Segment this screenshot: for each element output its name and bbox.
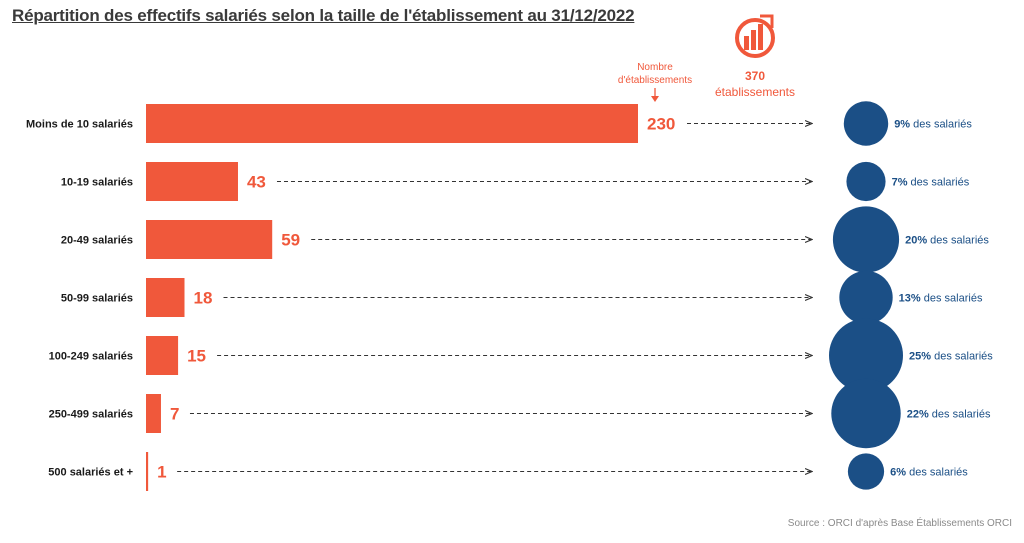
category-label: 100-249 salariés [49, 351, 133, 363]
share-percent: 7% [892, 177, 908, 189]
share-suffix: des salariés [906, 467, 968, 479]
bar [146, 104, 638, 143]
source-note: Source : ORCI d'après Base Établissement… [787, 518, 1012, 529]
share-suffix: des salariés [907, 177, 969, 189]
share-suffix: des salariés [921, 293, 983, 305]
chart-title: Répartition des effectifs salariés selon… [12, 6, 635, 25]
orange-chart-logo-icon [735, 14, 775, 58]
category-label: 500 salariés et + [48, 467, 133, 479]
count-legend-line2: d'établissements [618, 75, 692, 86]
share-percent: 6% [890, 467, 906, 479]
total-label: établissements [715, 85, 795, 99]
chart-rows: Moins de 10 salariés 230 9% des salariés 10… [26, 101, 993, 491]
count-legend-arrow-head [651, 96, 659, 102]
share-label: 25% des salariés [909, 351, 993, 363]
share-suffix: des salariés [929, 409, 991, 421]
category-label: 250-499 salariés [49, 409, 133, 421]
bar-value-label: 15 [187, 347, 206, 366]
share-bubble [843, 101, 889, 146]
share-label: 20% des salariés [905, 235, 989, 247]
share-label: 7% des salariés [892, 177, 970, 189]
share-bubble [846, 161, 886, 202]
bar [146, 162, 238, 201]
share-percent: 22% [907, 409, 929, 421]
share-label: 22% des salariés [907, 409, 991, 421]
category-label: 50-99 salariés [61, 293, 133, 305]
bar-value-label: 230 [647, 115, 675, 134]
bar-value-label: 1 [157, 463, 166, 482]
share-suffix: des salariés [910, 119, 972, 131]
total-value: 370 [745, 69, 765, 83]
share-bubble [829, 318, 903, 393]
share-label: 6% des salariés [890, 467, 968, 479]
bar [146, 452, 149, 491]
category-label: 20-49 salariés [61, 235, 133, 247]
count-legend-line1: Nombre [637, 62, 673, 73]
bar-value-label: 59 [281, 231, 300, 250]
count-legend: Nombre d'établissements [618, 62, 692, 102]
category-label: 10-19 salariés [61, 177, 133, 189]
share-suffix: des salariés [931, 351, 993, 363]
share-percent: 9% [894, 119, 910, 131]
share-label: 9% des salariés [894, 119, 972, 131]
share-percent: 25% [909, 351, 931, 363]
share-bubble [847, 453, 885, 490]
share-label: 13% des salariés [899, 293, 983, 305]
share-suffix: des salariés [927, 235, 989, 247]
bar [146, 278, 185, 317]
bar-value-label: 43 [247, 173, 266, 192]
share-bubble [839, 270, 893, 325]
bar-value-label: 18 [194, 289, 213, 308]
share-percent: 13% [899, 293, 921, 305]
bar [146, 220, 273, 259]
category-label: Moins de 10 salariés [26, 119, 133, 131]
bar-value-label: 7 [170, 405, 179, 424]
share-bubble [832, 206, 900, 273]
share-percent: 20% [905, 235, 927, 247]
share-bubble [831, 378, 901, 449]
bar [146, 394, 161, 433]
bar [146, 336, 179, 375]
